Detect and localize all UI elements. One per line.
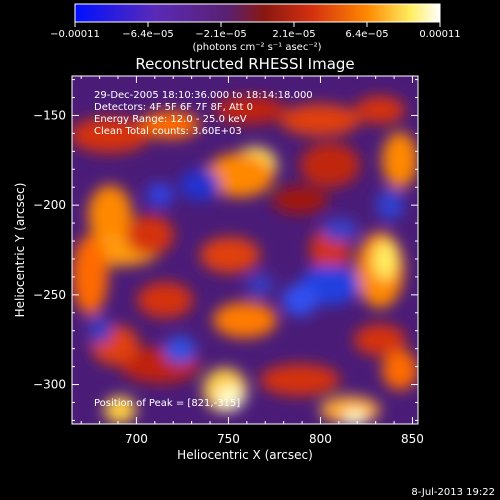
image-blob bbox=[322, 218, 358, 242]
footer-date: 8-Jul-2013 19:22 bbox=[411, 487, 495, 498]
x-axis-label: Heliocentric X (arcsec) bbox=[177, 448, 313, 462]
image-blob bbox=[282, 284, 318, 316]
x-tick-label: 700 bbox=[125, 432, 148, 446]
peak-position: Position of Peak = [821,-315] bbox=[94, 398, 240, 409]
image-blob bbox=[246, 273, 274, 297]
image-blob bbox=[200, 237, 260, 273]
colorbar-ticks: −0.00011 −6.4e−05 −2.1e−05 2.1e−05 6.4e−05 0.… bbox=[50, 22, 461, 40]
chart-title: Reconstructed RHESSI Image bbox=[135, 55, 354, 73]
image-blob bbox=[213, 302, 277, 338]
colorbar-tick-label: 2.1e−05 bbox=[272, 29, 315, 40]
colorbar-tick-label: 6.4e−05 bbox=[345, 29, 388, 40]
annotation-line: Energy Range: 12.0 - 25.0 keV bbox=[94, 114, 247, 125]
colorbar-tick-label: −2.1e−05 bbox=[195, 29, 247, 40]
x-tick-label: 800 bbox=[309, 432, 332, 446]
image-blob bbox=[72, 235, 108, 315]
image-blob bbox=[382, 350, 418, 390]
annotations: 29-Dec-2005 18:10:36.000 to 18:14:18.000… bbox=[94, 90, 313, 409]
image-blob bbox=[206, 153, 274, 197]
image-blob bbox=[382, 132, 418, 188]
image-blob bbox=[140, 111, 200, 139]
annotation-line: Detectors: 4F 5F 6F 7F 8F, Att 0 bbox=[94, 102, 253, 113]
colorbar-tick-label: −0.00011 bbox=[50, 29, 100, 40]
image-blob bbox=[126, 215, 174, 255]
image-blob bbox=[216, 386, 244, 410]
colorbar-units: (photons cm⁻² s⁻¹ asec⁻²) bbox=[192, 42, 321, 53]
image-blob bbox=[146, 183, 174, 207]
colorbar-tick-label: −6.4e−05 bbox=[122, 29, 174, 40]
y-axis: −300 −250 −200 −150 bbox=[33, 79, 418, 421]
image-blob bbox=[72, 117, 150, 153]
image-blob bbox=[88, 316, 112, 344]
y-axis-label: Heliocentric Y (arcsec) bbox=[13, 183, 27, 318]
image-blob bbox=[376, 189, 404, 221]
image-blob bbox=[164, 336, 196, 364]
colorbar-tick-label: 0.00011 bbox=[419, 29, 460, 40]
y-tick-label: −150 bbox=[33, 108, 66, 122]
image-blob bbox=[354, 324, 406, 356]
annotation-line: 29-Dec-2005 18:10:36.000 to 18:14:18.000 bbox=[94, 90, 313, 101]
image-blob bbox=[180, 169, 220, 201]
image-blob bbox=[355, 96, 405, 124]
image-blob bbox=[215, 96, 285, 124]
image-blob bbox=[300, 143, 360, 187]
image-blob bbox=[104, 396, 136, 424]
y-tick-label: −300 bbox=[33, 378, 66, 392]
y-tick-label: −200 bbox=[33, 198, 66, 212]
colorbar bbox=[74, 3, 441, 23]
annotation-line: Clean Total counts: 3.60E+03 bbox=[94, 126, 242, 137]
image-blob bbox=[280, 104, 360, 136]
plot-frame bbox=[71, 75, 419, 425]
image-blob bbox=[373, 240, 397, 280]
y-tick-label: −250 bbox=[33, 288, 66, 302]
image-blob bbox=[137, 282, 193, 318]
x-tick-label: 750 bbox=[217, 432, 240, 446]
heatmap-image bbox=[72, 76, 418, 424]
image-blob bbox=[260, 364, 340, 396]
image-blob bbox=[272, 186, 328, 214]
image-blob bbox=[343, 410, 367, 424]
x-tick-label: 850 bbox=[401, 432, 424, 446]
image-blob bbox=[88, 185, 132, 245]
x-axis: 700 750 800 850 bbox=[80, 76, 424, 446]
